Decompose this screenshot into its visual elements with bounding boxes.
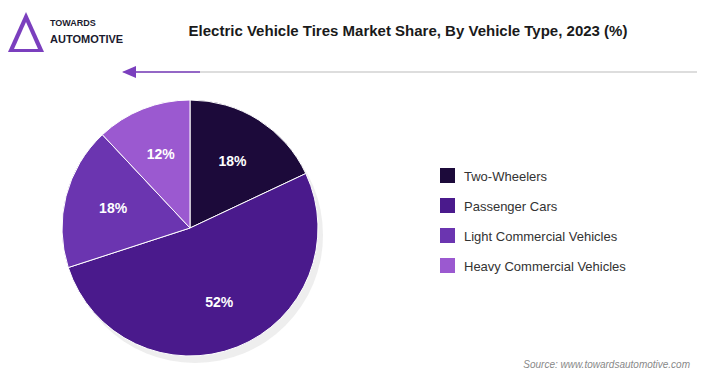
data-label: 18%	[219, 153, 248, 169]
arrow-head	[122, 66, 136, 78]
legend: Two-Wheelers Passenger Cars Light Commerci…	[440, 168, 626, 274]
legend-swatch	[440, 198, 455, 213]
data-label: 12%	[147, 146, 176, 162]
source: Source: www.towardsautomotive.com	[523, 359, 690, 370]
title: Electric Vehicle Tires Market Share, By …	[189, 22, 628, 39]
data-label: 18%	[99, 200, 128, 216]
legend-swatch	[440, 228, 455, 243]
logo-text: AUTOMOTIVE	[50, 33, 123, 45]
logo: TOWARDS AUTOMOTIVE	[8, 12, 123, 52]
pie-slice	[68, 174, 318, 356]
legend-label: Light Commercial Vehicles	[464, 229, 618, 244]
legend-label: Two-Wheelers	[464, 169, 548, 184]
chart: TOWARDS AUTOMOTIVE Electric Vehicle Tires …	[0, 0, 701, 376]
arrow-shaft	[132, 71, 200, 73]
legend-label: Passenger Cars	[464, 199, 558, 214]
logo-shape	[8, 12, 44, 52]
data-label: 52%	[205, 294, 234, 310]
legend-swatch	[440, 168, 455, 183]
background	[0, 0, 701, 376]
legend-swatch	[440, 258, 455, 273]
title-rule	[123, 72, 697, 73]
legend-label: Heavy Commercial Vehicles	[464, 259, 626, 274]
logo-text: TOWARDS	[50, 18, 96, 28]
pie	[62, 100, 318, 356]
logo-shape-inner	[14, 22, 38, 49]
